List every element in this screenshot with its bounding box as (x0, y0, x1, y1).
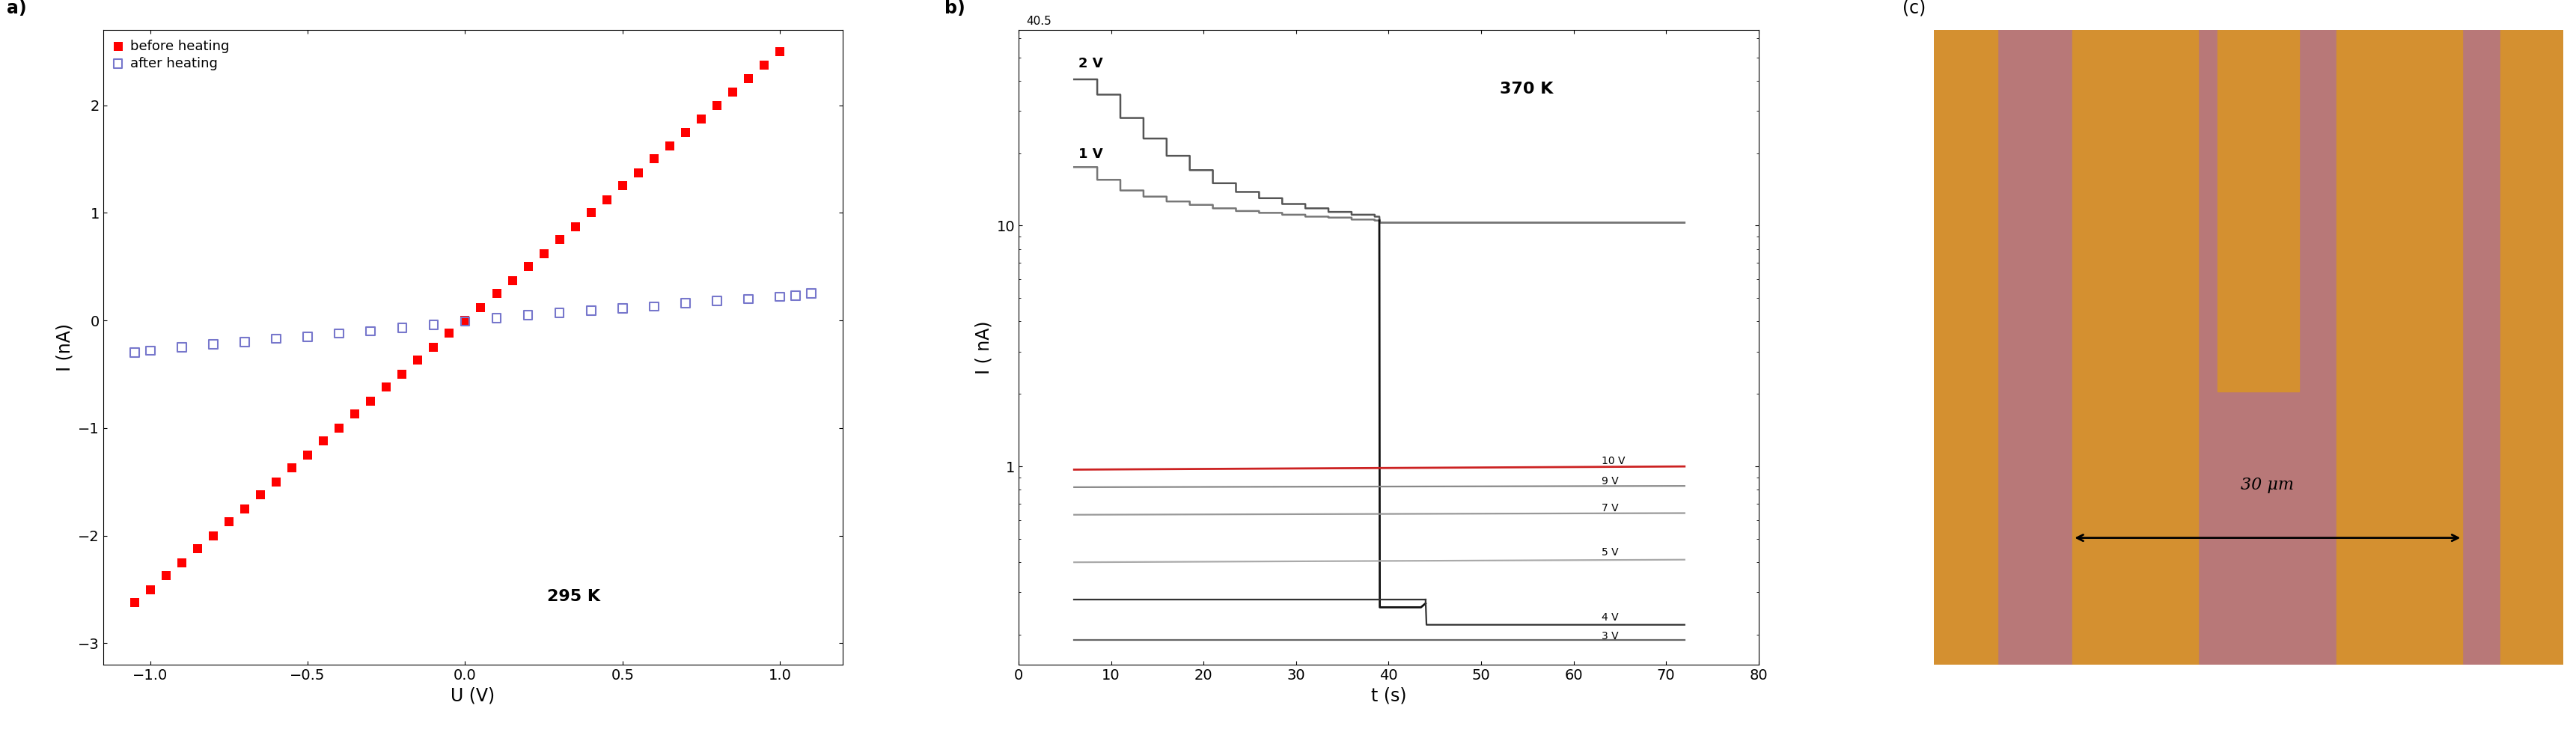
Text: 10 V: 10 V (1602, 456, 1625, 467)
before heating (477, 288, 518, 300)
after heating (193, 338, 234, 350)
after heating (634, 300, 675, 312)
before heating (523, 248, 564, 260)
before heating (255, 476, 296, 488)
before heating (587, 194, 629, 206)
before heating (113, 596, 155, 608)
Text: 4 V: 4 V (1602, 613, 1618, 623)
after heating (255, 332, 296, 344)
before heating (286, 449, 327, 461)
Text: 9 V: 9 V (1602, 476, 1618, 486)
Y-axis label: I (nA): I (nA) (57, 323, 75, 371)
Y-axis label: I ( nA): I ( nA) (974, 320, 992, 374)
after heating (381, 322, 422, 334)
before heating (618, 167, 659, 179)
before heating (428, 327, 469, 339)
before heating (397, 354, 438, 366)
before heating (760, 46, 801, 58)
before heating (554, 221, 595, 233)
after heating (760, 291, 801, 303)
before heating (665, 126, 706, 138)
Text: 2 V: 2 V (1079, 58, 1103, 71)
Bar (2336, 30, 2463, 665)
Bar (1935, 30, 1996, 665)
before heating (381, 368, 422, 380)
before heating (270, 462, 312, 474)
Text: 3 V: 3 V (1602, 631, 1618, 642)
after heating (569, 305, 611, 317)
Text: 40.5: 40.5 (1025, 16, 1051, 27)
after heating (538, 307, 580, 319)
before heating (144, 569, 185, 581)
after heating (603, 303, 644, 314)
before heating (569, 207, 611, 219)
Text: (c): (c) (1904, 0, 1927, 17)
after heating (477, 312, 518, 324)
before heating (178, 542, 219, 554)
before heating (350, 395, 392, 407)
after heating (696, 295, 737, 307)
before heating (240, 489, 281, 500)
Text: b): b) (945, 0, 966, 17)
before heating (696, 99, 737, 111)
before heating (603, 180, 644, 192)
Bar (2218, 30, 2298, 392)
after heating (775, 290, 817, 302)
Legend: before heating, after heating: before heating, after heating (111, 37, 232, 73)
Text: 30 μm: 30 μm (2241, 477, 2295, 494)
after heating (286, 331, 327, 343)
before heating (729, 72, 770, 84)
before heating (461, 302, 502, 314)
X-axis label: t (s): t (s) (1370, 686, 1406, 705)
before heating (538, 234, 580, 246)
before heating (319, 422, 361, 434)
Text: 7 V: 7 V (1602, 503, 1618, 513)
before heating (446, 314, 487, 326)
after heating (129, 344, 170, 356)
before heating (162, 557, 204, 568)
after heating (791, 288, 832, 300)
Text: 370 K: 370 K (1499, 81, 1553, 96)
after heating (224, 336, 265, 348)
before heating (193, 530, 234, 542)
after heating (113, 347, 155, 359)
before heating (224, 503, 265, 515)
before heating (412, 341, 453, 353)
before heating (366, 381, 407, 393)
before heating (711, 87, 752, 99)
after heating (319, 327, 361, 339)
after heating (446, 315, 487, 327)
after heating (665, 297, 706, 309)
after heating (162, 341, 204, 353)
before heating (680, 114, 721, 125)
after heating (507, 309, 549, 321)
before heating (492, 275, 533, 287)
before heating (507, 261, 549, 273)
before heating (129, 583, 170, 595)
before heating (209, 515, 250, 527)
before heating (335, 408, 376, 420)
after heating (350, 325, 392, 337)
Bar (2501, 30, 2563, 665)
after heating (729, 293, 770, 305)
Text: 295 K: 295 K (546, 589, 600, 604)
Bar (2074, 30, 2197, 665)
before heating (304, 435, 345, 447)
X-axis label: U (V): U (V) (451, 686, 495, 705)
before heating (634, 153, 675, 165)
Text: a): a) (8, 0, 26, 17)
before heating (744, 60, 786, 72)
Text: 5 V: 5 V (1602, 547, 1618, 557)
Text: 1 V: 1 V (1079, 148, 1103, 161)
before heating (649, 140, 690, 152)
after heating (412, 319, 453, 331)
